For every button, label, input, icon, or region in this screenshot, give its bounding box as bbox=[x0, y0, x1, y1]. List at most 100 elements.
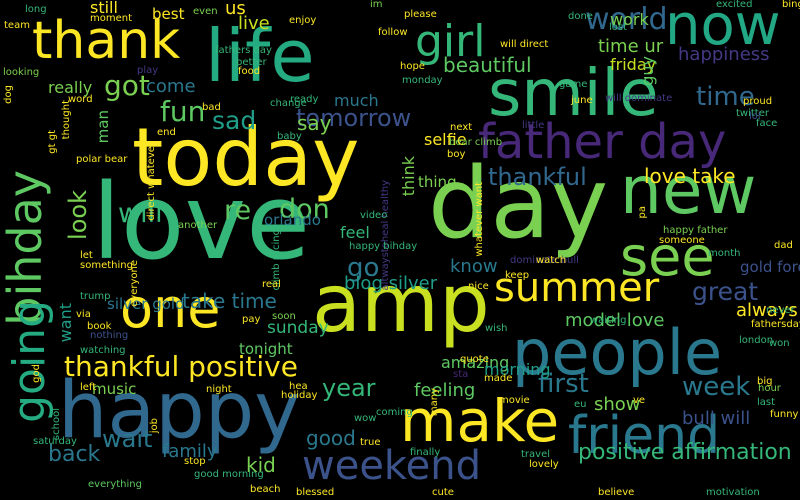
word-dog: dog bbox=[3, 85, 14, 104]
word-everyone: everyone bbox=[129, 260, 140, 307]
word-love: love bbox=[92, 161, 311, 283]
word-show: show bbox=[594, 394, 641, 415]
word-watch: watch bbox=[536, 255, 567, 266]
word-eu: eu bbox=[574, 399, 587, 410]
word-good: good bbox=[306, 426, 356, 450]
word-another: another bbox=[178, 220, 218, 231]
word-love-take: love take bbox=[644, 164, 736, 188]
word-quote: quote bbox=[460, 354, 489, 365]
word-next: next bbox=[450, 122, 473, 133]
word-friend: friend bbox=[568, 406, 721, 466]
word-everything: everything bbox=[88, 479, 142, 490]
word-fun: fun bbox=[160, 95, 206, 128]
word-tonight: tonight bbox=[239, 340, 293, 358]
word-going: going bbox=[4, 300, 55, 423]
word-book: book bbox=[87, 321, 112, 332]
word-beach: beach bbox=[250, 484, 281, 495]
word-coming: coming bbox=[376, 407, 413, 418]
word-trump: trump bbox=[80, 291, 111, 302]
word-via: via bbox=[76, 309, 91, 320]
word-little: little bbox=[522, 120, 545, 131]
word-happy-bihday: happy bihday bbox=[349, 241, 418, 252]
word-life: life bbox=[205, 14, 315, 98]
word-game: game bbox=[559, 79, 588, 90]
word-dad: dad bbox=[774, 240, 793, 251]
word-world: world bbox=[585, 2, 668, 37]
word-back: back bbox=[48, 442, 101, 467]
word-gold-forex: gold forex bbox=[740, 258, 800, 276]
word-bad: bad bbox=[202, 102, 221, 113]
word-done: done bbox=[568, 11, 593, 22]
word-say: say bbox=[297, 111, 332, 135]
word-nice: nice bbox=[468, 281, 489, 292]
word-don: don bbox=[279, 194, 330, 225]
word-hope: hope bbox=[400, 61, 425, 72]
word-pay: pay bbox=[242, 314, 261, 325]
word-video: video bbox=[360, 210, 388, 221]
word-ve: ve bbox=[633, 395, 646, 406]
word-positive-affirmation: positive affirmation bbox=[578, 440, 792, 465]
word-let: let bbox=[80, 250, 93, 261]
word-last: last bbox=[757, 397, 776, 408]
word-blessed: blessed bbox=[296, 487, 335, 498]
word-holiday: holiday bbox=[281, 390, 318, 401]
word-movie: movie bbox=[499, 395, 530, 406]
word-big: big bbox=[757, 376, 773, 387]
word-look: look bbox=[64, 190, 92, 240]
word-motivation: motivation bbox=[706, 487, 760, 498]
word-lovely: lovely bbox=[529, 459, 559, 470]
word-im: im bbox=[370, 0, 383, 10]
word-direct-whatever: direct whatever bbox=[146, 142, 157, 221]
word-friday: friday bbox=[610, 55, 657, 74]
word-travel: travel bbox=[521, 449, 551, 460]
word-year: year bbox=[322, 374, 376, 402]
word-saturday: saturday bbox=[33, 436, 77, 447]
word-bing-bong: bing bong bbox=[782, 0, 800, 10]
word-take-time: take time bbox=[182, 289, 277, 313]
word-ready: ready bbox=[290, 94, 319, 105]
word-pa: pa bbox=[637, 206, 648, 219]
word-june: june bbox=[571, 95, 593, 106]
word-live: live bbox=[238, 13, 270, 34]
word-waiting: waiting bbox=[590, 315, 627, 326]
word-always: always bbox=[736, 300, 798, 321]
word-end: end bbox=[157, 127, 176, 138]
word-polar-bear: polar bear bbox=[76, 154, 128, 165]
word-best: best bbox=[152, 5, 185, 23]
word-funny: funny bbox=[770, 409, 799, 420]
word-re: re bbox=[224, 195, 252, 226]
word-left: left bbox=[80, 382, 97, 393]
word-first: first bbox=[538, 369, 589, 399]
word-make: make bbox=[400, 387, 560, 455]
word-really: really bbox=[48, 78, 93, 97]
word-today: today bbox=[132, 111, 360, 204]
word-model-love: model love bbox=[565, 310, 665, 331]
word-stop: stop bbox=[184, 456, 206, 467]
word-monday: monday bbox=[402, 75, 443, 86]
word-baby: baby bbox=[277, 131, 302, 142]
word-team: team bbox=[4, 20, 30, 31]
word-thankful: thankful bbox=[488, 163, 587, 191]
word-finally: finally bbox=[410, 447, 441, 458]
word-much: much bbox=[334, 91, 379, 110]
word-long: long bbox=[25, 4, 47, 15]
word-new: new bbox=[620, 152, 757, 229]
word-believe: believe bbox=[598, 487, 635, 498]
word-wait: wait bbox=[102, 425, 153, 453]
word-week: week bbox=[682, 372, 751, 402]
word-moment: moment bbox=[90, 13, 133, 24]
word-made: made bbox=[484, 373, 513, 384]
word-face: face bbox=[756, 118, 778, 129]
word-wow: wow bbox=[354, 413, 377, 424]
word-won: won bbox=[769, 338, 790, 349]
word-please: please bbox=[404, 9, 437, 20]
word-proud: proud bbox=[743, 96, 773, 107]
word-wish: wish bbox=[485, 323, 508, 334]
word-thing: thing bbox=[418, 173, 457, 191]
word-father-day: father day bbox=[478, 114, 727, 170]
word-work: work bbox=[610, 10, 649, 29]
word-silver-gold: silver gold bbox=[107, 295, 185, 313]
word-boy: boy bbox=[447, 149, 466, 160]
word-feeling: feeling bbox=[414, 380, 476, 401]
